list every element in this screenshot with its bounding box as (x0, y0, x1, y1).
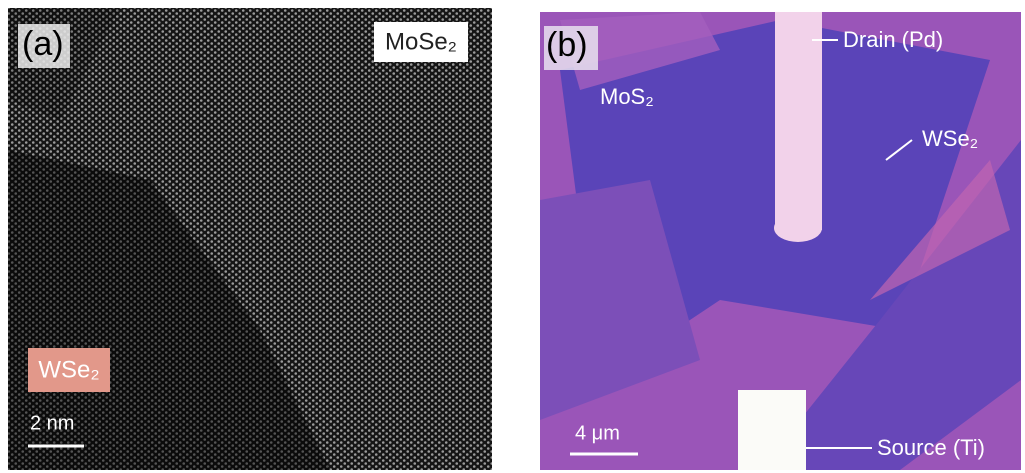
panel-a-image (8, 8, 492, 470)
scale-bar-label: 4 μm (575, 422, 620, 444)
figure: (a) MoSe₂ WSe₂ 2 nm (b) MoS₂ Drain (Pd) … (0, 0, 1025, 473)
panel-label: (b) (546, 26, 588, 64)
material-label: MoSe₂ (385, 28, 457, 55)
material-label: WSe₂ (922, 126, 978, 151)
panel-label: (a) (22, 25, 64, 63)
panel-b-image (540, 12, 1021, 470)
electrode-label: Drain (Pd) (843, 27, 943, 52)
material-label: MoS₂ (600, 84, 654, 109)
material-label: WSe₂ (38, 356, 99, 383)
electrode-label: Source (Ti) (877, 435, 985, 460)
scale-bar-label: 2 nm (30, 412, 74, 434)
